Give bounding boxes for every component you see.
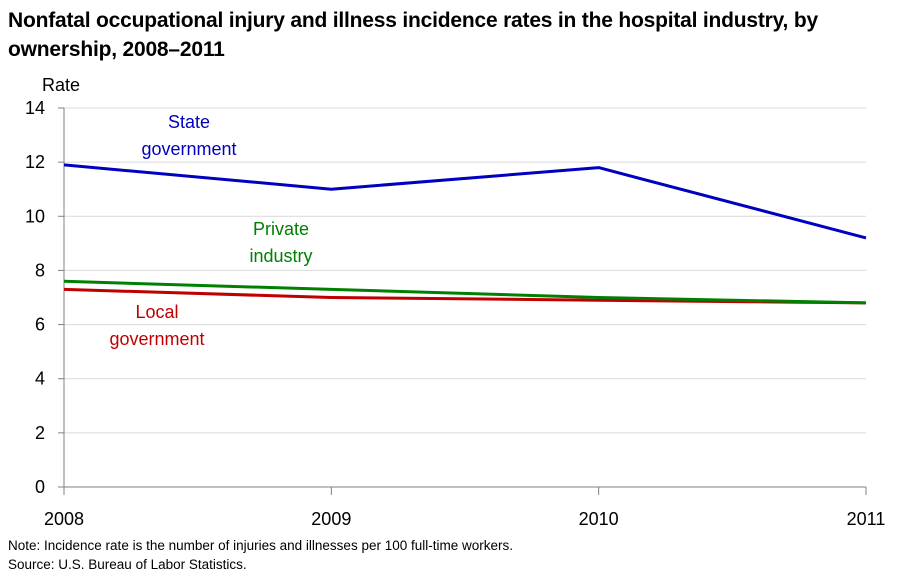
y-tick-label-10: 10 (25, 206, 45, 226)
source-text: Source: U.S. Bureau of Labor Statistics. (8, 557, 247, 572)
y-tick-label-4: 4 (35, 369, 45, 389)
series-label-state-government-line-2: government (141, 139, 236, 159)
series-label-state-government-line-1: State (168, 112, 210, 132)
series-label-private-industry-line-2: industry (249, 246, 312, 266)
y-tick-label-8: 8 (35, 260, 45, 280)
y-tick-label-0: 0 (35, 477, 45, 497)
series-label-private-industry-line-1: Private (253, 219, 309, 239)
y-tick-label-2: 2 (35, 423, 45, 443)
chart-title: Nonfatal occupational injury and illness… (8, 9, 818, 61)
axes (58, 107, 867, 495)
line-chart: 0 2 4 6 8 10 12 14 2008 2009 2010 2011 State governm… (25, 75, 885, 529)
grid-lines (64, 107, 866, 434)
note-text: Note: Incidence rate is the number of in… (8, 538, 513, 553)
y-tick-label-12: 12 (25, 152, 45, 172)
series-label-local-government-line-2: government (109, 329, 204, 349)
chart-notes: Note: Incidence rate is the number of in… (8, 536, 513, 574)
y-tick-label-14: 14 (25, 98, 45, 118)
x-tick-label-2010: 2010 (579, 509, 619, 529)
y-tick-label-6: 6 (35, 315, 45, 335)
series-lines (63, 163, 867, 305)
y-axis-title: Rate (42, 75, 80, 95)
series-label-private-industry: Private industry (249, 219, 312, 266)
series-line-state-government (63, 163, 867, 240)
series-line-private-industry (63, 279, 867, 305)
series-label-state-government: State government (141, 112, 236, 159)
x-tick-label-2008: 2008 (44, 509, 84, 529)
series-label-local-government-line-1: Local (135, 302, 178, 322)
x-tick-label-2009: 2009 (311, 509, 351, 529)
series-labels: State government Private industry Local gover… (109, 112, 312, 349)
tick-labels: 0 2 4 6 8 10 12 14 2008 2009 2010 2011 (25, 98, 885, 529)
series-label-local-government: Local government (109, 302, 204, 349)
x-tick-label-2011: 2011 (847, 509, 886, 529)
